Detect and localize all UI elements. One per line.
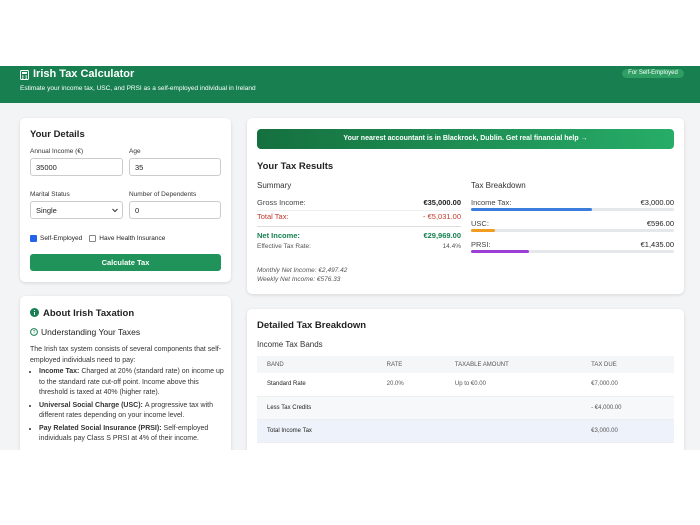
- field-label: Marital Status: [30, 191, 70, 198]
- row-value: - €5,031.00: [423, 212, 461, 221]
- card-title: Your Details: [30, 129, 85, 140]
- calculate-button[interactable]: Calculate Tax: [30, 254, 221, 271]
- column-header: RATE: [386, 361, 403, 368]
- cell: - €4,000.00: [591, 404, 622, 411]
- bar: [471, 229, 496, 232]
- detailed-card: Detailed Tax Breakdown Income Tax Bands …: [247, 309, 684, 450]
- results-card: Your nearest accountant is in Blackrock,…: [247, 118, 684, 294]
- card-title: About Irish Taxation: [43, 308, 135, 319]
- row-value: €29,969.00: [423, 231, 461, 240]
- checkbox[interactable]: [89, 235, 97, 242]
- calculator-icon: [20, 70, 29, 80]
- row-value: €1,435.00: [640, 240, 674, 249]
- card-title: Your Tax Results: [257, 161, 334, 172]
- term: Income Tax:: [39, 368, 80, 375]
- table-row: Less Tax Credits - €4,000.00: [257, 396, 674, 419]
- section-title: Tax Breakdown: [471, 181, 526, 190]
- header-row: BAND RATE TAXABLE AMOUNT TAX DUE: [257, 356, 674, 373]
- field-label: Annual Income (€): [30, 148, 84, 155]
- list-item: Universal Social Charge (USC):A progress…: [39, 401, 225, 422]
- row-label: Total Tax:: [257, 212, 289, 221]
- badge: For Self-Employed: [622, 69, 684, 78]
- app-title: Irish Tax Calculator: [33, 68, 135, 80]
- cell: Standard Rate: [267, 381, 306, 388]
- app-subtitle: Estimate your income tax, USC, and PRSI …: [20, 85, 256, 92]
- tax-list: Income Tax:Charged at 20% (standard rate…: [30, 367, 225, 445]
- column-header: TAX DUE: [591, 361, 617, 368]
- accountant-banner[interactable]: Your nearest accountant is in Blackrock,…: [257, 129, 674, 149]
- info-icon: [30, 308, 39, 317]
- list-item: Income Tax:Charged at 20% (standard rate…: [39, 367, 225, 399]
- checkbox[interactable]: [30, 235, 37, 242]
- dependents-input[interactable]: 0: [129, 201, 221, 219]
- weekly-net: Weekly Net Income: €576.33: [257, 276, 341, 283]
- age-input[interactable]: 35: [129, 158, 221, 176]
- row-label: PRSI:: [471, 240, 491, 249]
- table-row: Standard Rate 20.0% Up to €0.00 €7,000.00: [257, 373, 674, 396]
- row-label: Effective Tax Rate:: [257, 243, 311, 250]
- about-card: About Irish Taxation ? Understanding You…: [20, 296, 231, 450]
- bar: [471, 250, 529, 253]
- content: Your Details Annual Income (€) 35000 Age…: [0, 103, 700, 450]
- divider: [257, 210, 461, 211]
- row-value: €3,000.00: [640, 198, 674, 207]
- table-row: Total Income Tax €3,000.00: [257, 419, 674, 442]
- section-title: Income Tax Bands: [257, 340, 323, 349]
- row-value: €596.00: [646, 219, 674, 228]
- row-value: €35,000.00: [423, 198, 461, 207]
- cell: [377, 396, 445, 419]
- field-label: Age: [129, 148, 141, 155]
- term: Universal Social Charge (USC):: [39, 401, 143, 409]
- row-label: Net Income:: [257, 231, 300, 240]
- chevron: [112, 208, 118, 213]
- cell: [445, 396, 581, 419]
- term: Pay Related Social Insurance (PRSI):: [39, 424, 162, 432]
- cell: €7,000.00: [591, 381, 618, 388]
- cell: 20.0%: [386, 381, 404, 388]
- bar-track: [471, 208, 674, 211]
- cell: [445, 419, 581, 442]
- bar: [471, 208, 593, 211]
- header: Irish Tax Calculator Estimate your incom…: [0, 66, 700, 103]
- details-card: Your Details Annual Income (€) 35000 Age…: [20, 118, 231, 282]
- divider: [257, 226, 461, 227]
- card-title: Detailed Tax Breakdown: [257, 320, 367, 331]
- section-title: Summary: [257, 181, 292, 190]
- cell: Total Income Tax: [267, 427, 312, 434]
- cell: Less Tax Credits: [267, 404, 312, 411]
- intro: The Irish tax system consists of several…: [30, 346, 222, 364]
- row-label: Gross Income:: [257, 198, 306, 207]
- row-label: Income Tax:: [471, 198, 512, 207]
- help-icon: ?: [30, 328, 38, 336]
- column-header: BAND: [267, 361, 284, 368]
- cell: Up to €0.00: [454, 381, 486, 388]
- cell: [377, 419, 445, 442]
- bands-table: BAND RATE TAXABLE AMOUNT TAX DUE Standard Ra…: [257, 356, 674, 443]
- checkbox-label: Have Health Insurance: [99, 235, 166, 242]
- desc: Self-employed individuals pay Class S PR…: [39, 424, 209, 443]
- marital-select[interactable]: Single: [30, 201, 123, 219]
- row-value: 14.4%: [442, 243, 461, 250]
- svg-text:?: ?: [33, 330, 36, 336]
- bar-track: [471, 229, 674, 232]
- select-value: Single: [36, 206, 57, 215]
- income-input[interactable]: 35000: [30, 158, 123, 176]
- checkbox-label: Self-Employed: [40, 235, 83, 242]
- bar-track: [471, 250, 674, 253]
- monthly-net: Monthly Net Income: €2,497.42: [257, 267, 348, 274]
- checkbox-row: Self-Employed Have Health Insurance: [30, 235, 165, 242]
- cell: €3,000.00: [591, 427, 618, 434]
- list-item: Pay Related Social Insurance (PRSI):Self…: [39, 424, 225, 445]
- desc: A progressive tax with different rates d…: [39, 401, 213, 420]
- section-title: Understanding Your Taxes: [41, 327, 141, 337]
- desc: Charged at 20% (standard rate) on income…: [39, 368, 224, 396]
- column-header: TAXABLE AMOUNT: [454, 361, 509, 368]
- field-label: Number of Dependents: [129, 191, 197, 198]
- row-label: USC:: [471, 219, 489, 228]
